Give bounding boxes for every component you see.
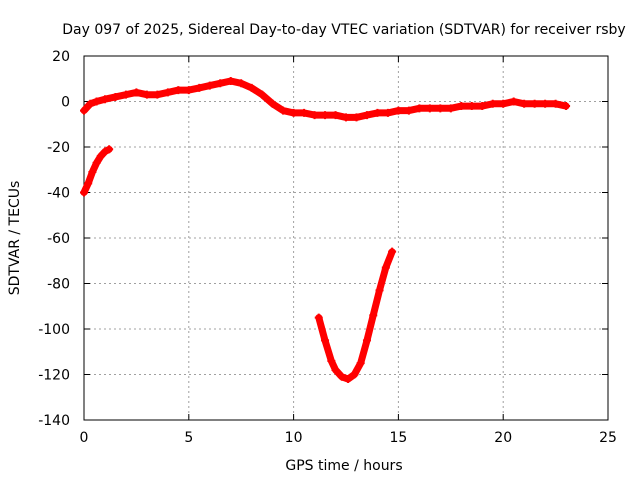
data-point xyxy=(415,104,424,113)
data-point xyxy=(369,311,378,320)
data-point xyxy=(100,147,109,156)
y-tick-label: -80 xyxy=(47,277,70,293)
x-tick-label: 10 xyxy=(285,430,303,446)
data-point xyxy=(362,336,371,345)
data-point xyxy=(88,168,97,177)
data-point xyxy=(562,102,571,111)
x-tick-labels: 0 5 10 15 20 25 xyxy=(80,430,617,446)
data-point xyxy=(310,111,319,120)
data-point xyxy=(80,106,88,115)
data-point xyxy=(381,263,390,272)
data-point xyxy=(100,95,109,104)
data-point xyxy=(467,102,476,111)
data-point xyxy=(331,365,340,374)
y-tick-label: -120 xyxy=(38,368,70,384)
data-point xyxy=(499,99,508,108)
data-point xyxy=(92,97,101,106)
ticks xyxy=(83,55,609,421)
data-point xyxy=(121,90,130,99)
data-point xyxy=(362,111,371,120)
data-point xyxy=(163,88,172,97)
data-point xyxy=(394,106,403,115)
data-point xyxy=(551,99,560,108)
data-point xyxy=(337,372,346,381)
x-axis-label: GPS time / hours xyxy=(285,458,402,474)
data-point xyxy=(488,99,497,108)
data-point xyxy=(436,104,445,113)
grid xyxy=(84,56,608,420)
data-point xyxy=(205,81,214,90)
chart-title: Day 097 of 2025, Sidereal Day-to-day VTE… xyxy=(62,22,625,38)
data-point xyxy=(105,145,114,154)
y-tick-label: 20 xyxy=(52,49,70,65)
data-point xyxy=(530,99,539,108)
data-point xyxy=(344,375,353,384)
y-tick-label: -100 xyxy=(38,322,70,338)
data-point xyxy=(92,158,101,167)
series-group xyxy=(80,77,571,384)
x-tick-label: 25 xyxy=(599,430,617,446)
data-point xyxy=(478,102,487,111)
data-point xyxy=(111,92,120,101)
y-tick-label: 0 xyxy=(61,95,70,111)
data-point xyxy=(356,359,365,368)
y-tick-label: -20 xyxy=(47,140,70,156)
data-point xyxy=(268,99,277,108)
y-tick-label: -60 xyxy=(47,231,70,247)
data-point xyxy=(375,286,384,295)
data-point xyxy=(174,86,183,95)
data-point xyxy=(300,108,309,117)
data-point xyxy=(153,90,162,99)
data-point xyxy=(342,113,350,122)
data-point xyxy=(184,86,193,95)
data-point xyxy=(84,179,93,188)
data-point xyxy=(237,79,246,88)
data-point xyxy=(425,104,434,113)
y-tick-labels: 20 0 -20 -40 -60 -80 -100 -120 -140 xyxy=(38,49,70,429)
data-point xyxy=(258,90,267,99)
data-point xyxy=(216,79,225,88)
data-point xyxy=(373,108,382,117)
data-point xyxy=(321,336,330,345)
data-point xyxy=(279,106,288,115)
data-point xyxy=(327,356,336,365)
data-point xyxy=(520,99,529,108)
data-point xyxy=(314,313,323,322)
x-tick-label: 15 xyxy=(389,430,407,446)
data-point xyxy=(404,106,413,115)
data-point xyxy=(289,108,298,117)
data-point xyxy=(132,88,141,97)
data-point xyxy=(509,97,518,106)
data-point xyxy=(226,77,235,86)
data-point xyxy=(457,102,466,111)
data-point xyxy=(331,111,340,120)
data-point xyxy=(80,188,88,197)
data-point xyxy=(350,370,359,379)
data-point xyxy=(247,83,256,92)
data-point xyxy=(383,108,392,117)
data-point xyxy=(321,111,330,120)
data-point xyxy=(86,99,95,108)
data-point xyxy=(388,247,397,256)
y-axis-label: SDTVAR / TECUs xyxy=(7,181,23,296)
x-tick-label: 5 xyxy=(184,430,193,446)
data-point xyxy=(195,83,204,92)
data-point xyxy=(446,104,455,113)
x-tick-label: 20 xyxy=(494,430,512,446)
data-point xyxy=(352,113,361,122)
data-point xyxy=(142,90,151,99)
data-point xyxy=(541,99,550,108)
x-tick-label: 0 xyxy=(80,430,89,446)
y-tick-label: -40 xyxy=(47,186,70,202)
data-point xyxy=(96,152,105,161)
y-tick-label: -140 xyxy=(38,413,70,429)
